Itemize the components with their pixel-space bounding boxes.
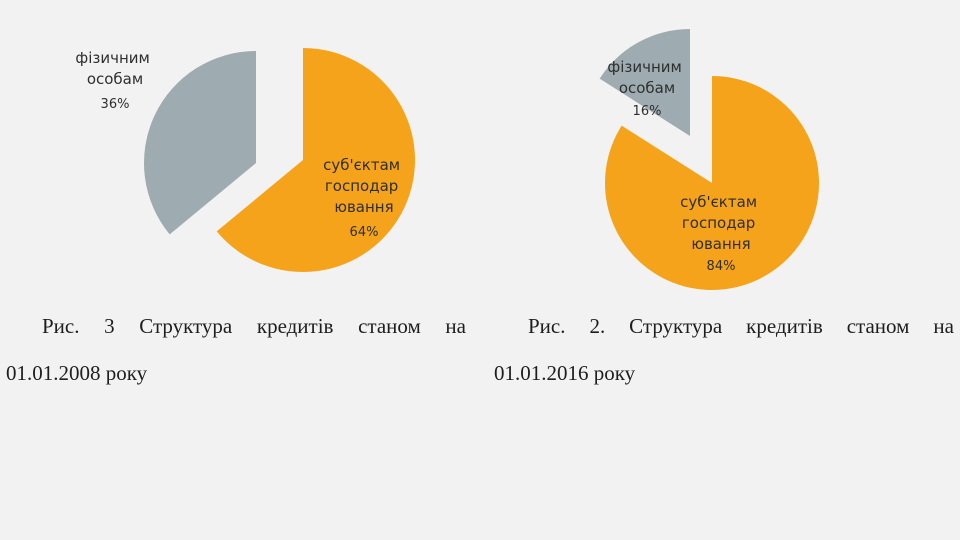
- label-line: фізичним: [607, 58, 681, 76]
- label-businesses: суб'єктам господар ювання: [680, 193, 762, 253]
- pct-businesses: 84%: [707, 259, 736, 274]
- caption-word: Рис.: [528, 314, 566, 338]
- caption-word: Структура: [629, 314, 723, 338]
- caption-line-1: Рис. 3 Структура кредитів станом на: [6, 314, 466, 339]
- label-line: особам: [619, 79, 675, 97]
- label-line: особам: [87, 70, 143, 88]
- label-line: суб'єктам: [680, 193, 757, 211]
- label-line: суб'єктам: [323, 156, 400, 174]
- label-individuals: фізичним особам: [75, 49, 154, 88]
- caption-word: 3: [104, 314, 115, 338]
- pct-individuals: 16%: [633, 104, 662, 119]
- caption-word: на: [445, 314, 466, 338]
- label-line: ювання: [334, 198, 393, 216]
- label-line: ювання: [691, 235, 750, 253]
- caption-word: на: [933, 314, 954, 338]
- caption-line-2: 01.01.2008 року: [6, 361, 148, 385]
- caption-2008: Рис. 3 Структура кредитів станом на 01.0…: [6, 314, 466, 386]
- slice-businesses: [216, 48, 415, 272]
- caption-2016: Рис. 2. Структура кредитів станом на 01.…: [494, 314, 954, 386]
- caption-word: кредитів: [256, 314, 334, 338]
- label-individuals: фізичним особам: [607, 58, 686, 97]
- caption-word: Структура: [139, 314, 233, 338]
- slice-individuals: [143, 51, 256, 235]
- label-line: господар: [682, 214, 755, 232]
- pct-individuals: 36%: [101, 97, 130, 112]
- caption-word: станом: [358, 314, 421, 338]
- caption-word: 2.: [589, 314, 606, 338]
- caption-line-1: Рис. 2. Структура кредитів станом на: [494, 314, 954, 339]
- slice-businesses: [605, 76, 820, 290]
- caption-word: Рис.: [42, 314, 80, 338]
- slice-individuals: [599, 29, 690, 136]
- caption-line-2: 01.01.2016 року: [494, 361, 636, 385]
- label-line: господар: [325, 177, 398, 195]
- caption-word: станом: [846, 314, 910, 338]
- label-businesses: суб'єктам господар ювання: [323, 156, 405, 216]
- pct-businesses: 64%: [350, 225, 379, 240]
- label-line: фізичним: [75, 49, 149, 67]
- caption-word: кредитів: [746, 314, 823, 338]
